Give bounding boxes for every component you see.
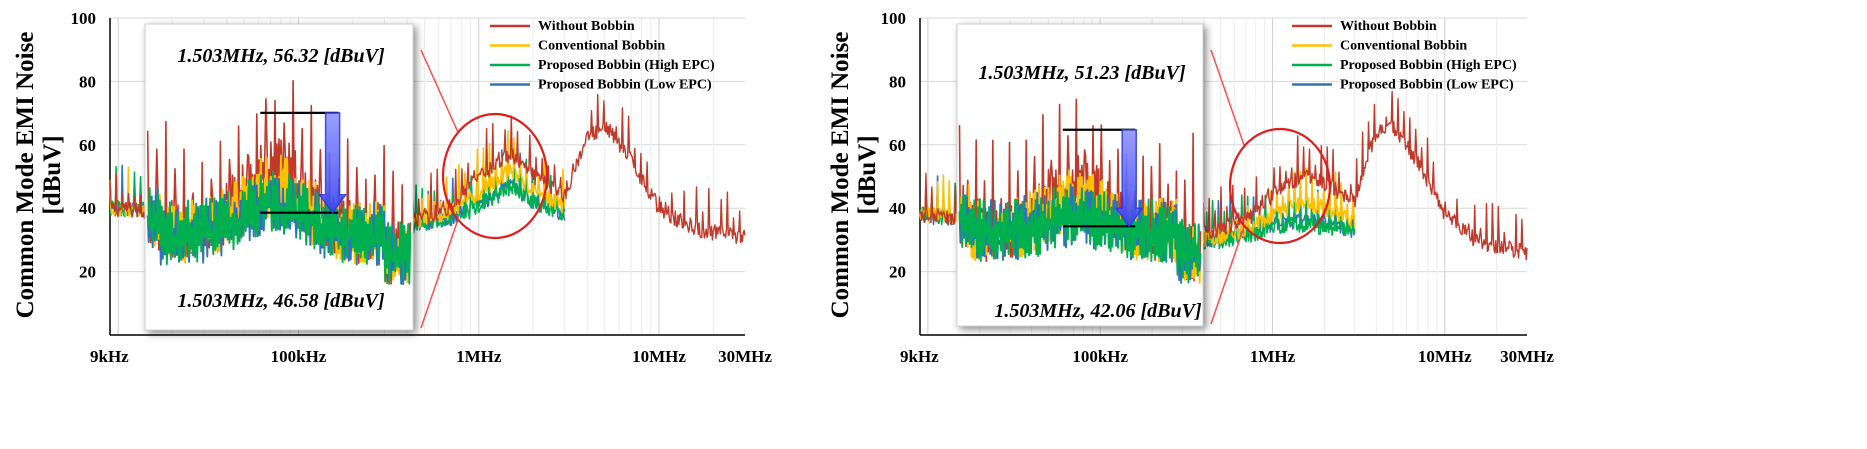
y-tick-label: 40	[79, 199, 96, 218]
y-axis-unit: [dBuV]	[39, 135, 66, 214]
annotation-lower: 1.503MHz, 42.06 [dBuV]	[994, 300, 1202, 322]
chart-panel-left: 20 40 60 80 100 9kHz 100kHz 1MHz 10MHz 30MHz Commo…	[12, 9, 772, 366]
x-tick-label: 30MHz	[1500, 347, 1554, 366]
inset-series-line	[958, 186, 1202, 284]
x-tick-label: 9kHz	[900, 347, 939, 366]
x-tick-label: 100kHz	[1072, 347, 1128, 366]
y-tick-label: 20	[79, 263, 96, 282]
zoom-connector-bottom	[420, 220, 459, 329]
zoom-circle	[1228, 127, 1332, 245]
x-tick-label: 9kHz	[90, 347, 129, 366]
legend: Without Bobbin Conventional Bobbin Propose…	[490, 19, 715, 93]
x-tick-label: 100kHz	[271, 347, 327, 366]
y-tick-label: 40	[889, 199, 906, 218]
legend-label: Proposed Bobbin (High EPC)	[538, 58, 715, 73]
reduction-arrow-icon	[1114, 129, 1144, 228]
y-axis-label: Common Mode EMI Noise	[827, 32, 854, 319]
y-tick-label: 60	[889, 136, 906, 155]
chart-panel-right: 20 40 60 80 100 9kHz 100kHz 1MHz 10MHz 30MHz Commo…	[827, 9, 1554, 366]
x-tick-label: 1MHz	[1250, 347, 1296, 366]
y-tick-label: 100	[71, 9, 97, 28]
legend-label: Without Bobbin	[1340, 19, 1437, 34]
zoom-circle	[441, 112, 549, 240]
y-axis-unit: [dBuV]	[854, 135, 881, 214]
annotation-upper: 1.503MHz, 56.32 [dBuV]	[177, 45, 385, 67]
x-tick-label: 30MHz	[718, 347, 772, 366]
inset: 1.503MHz, 56.32 [dBuV] 1.503MHz, 46.58 [d…	[144, 23, 414, 331]
zoom-connector-bottom	[1210, 226, 1245, 325]
y-tick-label: 20	[889, 263, 906, 282]
annotation-lower: 1.503MHz, 46.58 [dBuV]	[177, 290, 385, 312]
x-tick-label: 1MHz	[456, 347, 502, 366]
y-tick-label: 80	[79, 72, 96, 91]
legend-label: Conventional Bobbin	[1340, 39, 1467, 54]
annotation-upper: 1.503MHz, 51.23 [dBuV]	[978, 62, 1186, 84]
zoom-connector-top	[420, 49, 459, 132]
legend-label: Proposed Bobbin (Low EPC)	[1340, 78, 1514, 93]
legend-label: Proposed Bobbin (High EPC)	[1340, 58, 1517, 73]
zoom-connector-top	[1210, 49, 1245, 146]
inset: 1.503MHz, 51.23 [dBuV] 1.503MHz, 42.06 [d…	[956, 23, 1204, 327]
reduction-arrow-icon	[318, 112, 348, 214]
legend-label: Conventional Bobbin	[538, 39, 665, 54]
x-tick-label: 10MHz	[632, 347, 686, 366]
legend-label: Proposed Bobbin (Low EPC)	[538, 78, 712, 93]
inset-series-line	[146, 170, 412, 285]
y-tick-label: 60	[79, 136, 96, 155]
legend-label: Without Bobbin	[538, 19, 635, 34]
x-tick-label: 10MHz	[1418, 347, 1472, 366]
y-axis-label: Common Mode EMI Noise	[12, 32, 39, 319]
y-tick-label: 80	[889, 72, 906, 91]
y-tick-label: 100	[881, 9, 907, 28]
legend: Without Bobbin Conventional Bobbin Propose…	[1292, 19, 1517, 93]
